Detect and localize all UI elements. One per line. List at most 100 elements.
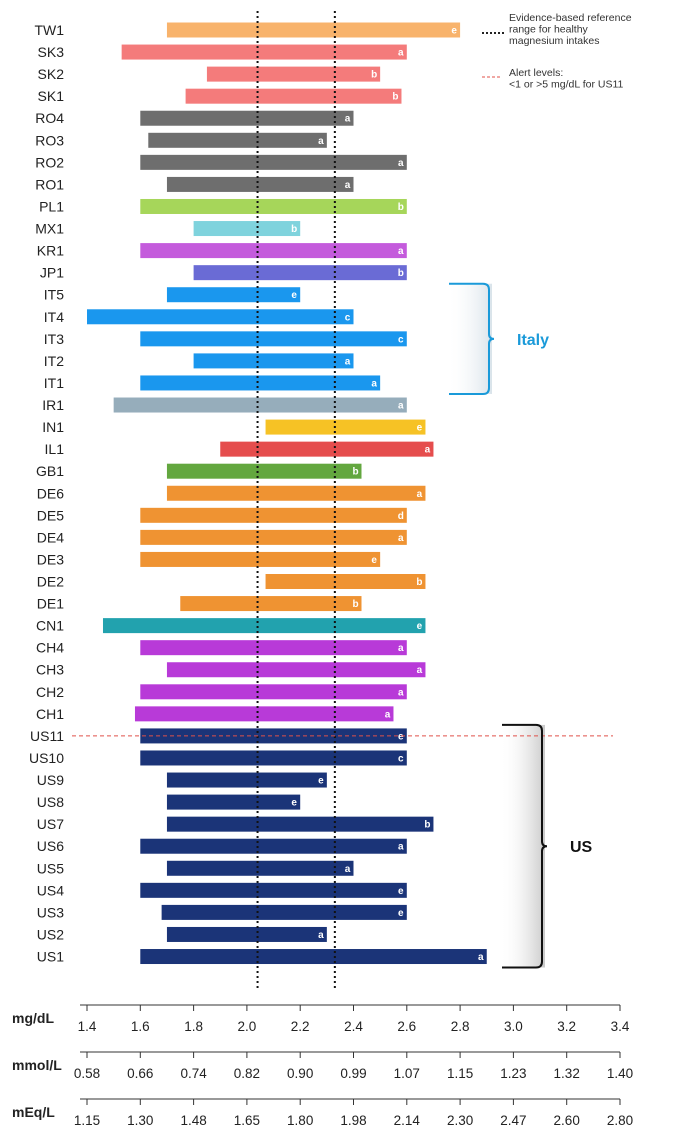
- bar-letter-it4: c: [345, 312, 351, 323]
- bar-sk2: [206, 66, 381, 82]
- row-label-us11: US11: [30, 728, 64, 744]
- bar-letter-in1: e: [417, 423, 423, 434]
- bar-de4: [140, 529, 407, 545]
- bar-us8: [166, 794, 301, 810]
- bar-gb1: [166, 463, 362, 479]
- row-label-it3: IT3: [44, 331, 64, 347]
- bar-it4: [87, 309, 354, 325]
- bar-letter-de2: b: [416, 577, 422, 588]
- group-label-italy: Italy: [517, 332, 549, 349]
- bar-letter-ro4: a: [345, 114, 351, 125]
- tick-label-mg-dl-3: 2.0: [238, 1019, 257, 1034]
- legend-text-1-1: Evidence-based reference: [509, 12, 632, 24]
- bar-letter-ch2: a: [398, 687, 404, 698]
- bar-letter-mx1: b: [291, 224, 297, 235]
- row-label-ch4: CH4: [36, 640, 64, 656]
- bar-letter-ro2: a: [398, 158, 404, 169]
- tick-label-mmol-l-10: 1.40: [607, 1066, 633, 1081]
- row-label-sk2: SK2: [38, 66, 65, 82]
- bar-de1: [180, 596, 362, 612]
- bar-it1: [140, 375, 381, 391]
- row-label-de1: DE1: [37, 596, 64, 612]
- bar-ro3: [148, 132, 327, 148]
- row-label-us2: US2: [37, 926, 64, 942]
- tick-label-mmol-l-2: 0.74: [180, 1066, 207, 1081]
- tick-label-mg-dl-8: 3.0: [504, 1019, 523, 1034]
- bar-letter-us8: e: [291, 798, 297, 809]
- bar-letter-ro3: a: [318, 136, 324, 147]
- bar-letter-de1: b: [352, 599, 358, 610]
- bar-mx1: [193, 221, 301, 237]
- group-brackets-layer: Italy US: [449, 282, 593, 969]
- bar-us9: [166, 772, 327, 788]
- group-us: US: [502, 723, 593, 969]
- bar-jp1: [193, 265, 407, 281]
- bar-us1: [140, 949, 487, 965]
- row-label-jp1: JP1: [40, 265, 64, 281]
- row-label-it5: IT5: [44, 287, 64, 303]
- bar-ir1: [113, 397, 407, 413]
- bar-us4: [140, 882, 407, 898]
- tick-label-mmol-l-7: 1.15: [447, 1066, 473, 1081]
- legend-text-1-3: magnesium intakes: [509, 35, 599, 47]
- row-label-ro4: RO4: [35, 110, 64, 126]
- row-label-de4: DE4: [37, 529, 64, 545]
- bar-de3: [140, 551, 381, 567]
- row-label-sk3: SK3: [38, 44, 65, 60]
- row-label-il1: IL1: [45, 441, 65, 457]
- row-label-us5: US5: [37, 860, 64, 876]
- bar-ro4: [140, 110, 354, 126]
- bar-de6: [166, 485, 426, 501]
- legend-text-1-2: range for healthy: [509, 24, 589, 36]
- legend-entry-2: Alert levels:<1 or >5 mg/dL for US11: [482, 67, 624, 91]
- group-italy: Italy: [449, 282, 549, 395]
- row-label-it2: IT2: [44, 353, 64, 369]
- group-shade-us: [500, 724, 545, 968]
- bar-letter-it1: a: [371, 378, 377, 389]
- bar-letter-us9: e: [318, 776, 324, 787]
- bar-letter-cn1: e: [417, 621, 423, 632]
- tick-label-mmol-l-0: 0.58: [74, 1066, 100, 1081]
- tick-label-mg-dl-2: 1.8: [184, 1019, 203, 1034]
- tick-label-meq-l-1: 1.30: [127, 1113, 153, 1128]
- tick-label-mmol-l-6: 1.07: [394, 1066, 420, 1081]
- axes-layer: 1.4 1.6 1.8 2.0 2.2 2.4 2.6 2.8 3.0 3.2 3.4 mg/dL 0.…: [12, 1004, 633, 1128]
- bracket-us: [502, 723, 548, 969]
- legend-text-2-2: <1 or >5 mg/dL for US11: [509, 79, 624, 91]
- bar-letter-sk1: b: [392, 92, 398, 103]
- bar-ro1: [166, 176, 354, 192]
- bar-de5: [140, 507, 407, 523]
- row-label-ir1: IR1: [42, 397, 64, 413]
- tick-label-mg-dl-1: 1.6: [131, 1019, 150, 1034]
- group-label-us: US: [570, 839, 593, 856]
- row-label-us7: US7: [37, 816, 64, 832]
- row-label-us8: US8: [37, 794, 64, 810]
- row-label-gb1: GB1: [36, 463, 64, 479]
- axis-meq-l: 1.15 1.30 1.48 1.65 1.80 1.98 2.14 2.30 2.47 2.60…: [12, 1098, 633, 1128]
- row-label-in1: IN1: [42, 419, 64, 435]
- bar-us6: [140, 838, 407, 854]
- bar-letter-ch1: a: [385, 709, 391, 720]
- bar-letter-ro1: a: [345, 180, 351, 191]
- bar-us2: [166, 926, 327, 942]
- row-label-us10: US10: [29, 750, 64, 766]
- tick-label-mmol-l-1: 0.66: [127, 1066, 153, 1081]
- row-label-ro1: RO1: [35, 176, 64, 192]
- bar-it5: [166, 287, 301, 303]
- row-label-sk1: SK1: [38, 88, 65, 104]
- bar-ch4: [140, 640, 407, 656]
- bar-letter-us11: e: [398, 731, 404, 742]
- tick-label-mg-dl-5: 2.4: [344, 1019, 363, 1034]
- bar-sk1: [185, 88, 402, 104]
- axis-name-mg-dl: mg/dL: [12, 1010, 54, 1026]
- legend-text-2-1: Alert levels:: [509, 67, 563, 79]
- tick-label-meq-l-4: 1.80: [287, 1113, 313, 1128]
- bar-letter-de5: d: [398, 511, 404, 522]
- tick-label-meq-l-0: 1.15: [74, 1113, 100, 1128]
- axis-name-mmol-l: mmol/L: [12, 1057, 62, 1073]
- tick-label-meq-l-10: 2.80: [607, 1113, 633, 1128]
- bar-de2: [265, 574, 426, 589]
- row-label-ro3: RO3: [35, 132, 64, 148]
- row-label-de3: DE3: [37, 551, 64, 567]
